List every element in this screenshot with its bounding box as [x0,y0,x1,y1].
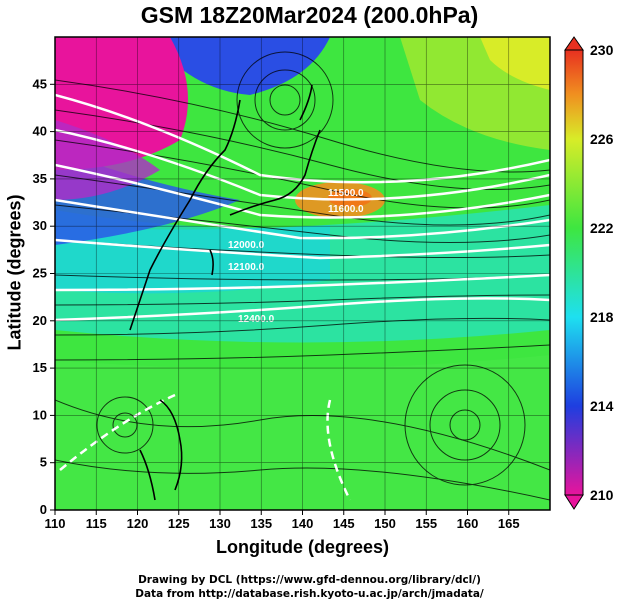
y-tick-label: 30 [33,218,47,233]
contour-label: 11500.0 [328,188,364,199]
y-axis-ticks: 0 5 10 15 20 25 30 35 40 45 [33,76,55,517]
x-tick-label: 165 [498,516,520,531]
x-tick-label: 130 [209,516,231,531]
x-tick-label: 115 [86,516,107,531]
x-tick-label: 160 [457,516,479,531]
x-tick-label: 140 [292,516,314,531]
x-tick-label: 155 [415,516,437,531]
y-tick-label: 45 [33,76,47,91]
colorbar-label: 218 [590,309,614,325]
credit-data-source: Data from http://database.rish.kyoto-u.a… [135,588,484,600]
colorbar-top-arrow [564,36,584,51]
x-tick-label: 110 [45,516,66,531]
contour-label: 12000.0 [228,240,265,251]
y-axis-title: Latitude (degrees) [4,194,25,351]
colorbar-gradient [564,49,584,496]
contour-label: 11600.0 [328,204,364,215]
y-tick-label: 5 [40,455,47,470]
x-tick-label: 135 [250,516,272,531]
contour-labels: 11500.0 11600.0 12000.0 12100.0 12400.0 [228,188,364,325]
x-axis-ticks: 110 115 120 125 130 135 140 145 150 155 160 165 [45,510,520,531]
y-tick-label: 25 [33,266,47,281]
y-tick-label: 0 [40,502,47,517]
y-tick-label: 10 [33,407,47,422]
colorbar-label: 214 [590,398,614,414]
colorbar-label: 210 [590,487,614,503]
colorbar-label: 222 [590,220,614,236]
colorbar: 230 226 222 218 214 210 [564,36,614,510]
y-tick-label: 20 [33,313,47,328]
y-tick-label: 35 [33,171,47,186]
colorbar-bottom-arrow [564,494,584,510]
y-tick-label: 15 [33,360,47,375]
y-tick-label: 40 [33,124,47,139]
x-tick-label: 125 [168,516,190,531]
x-axis-title: Longitude (degrees) [215,537,389,557]
credit-drawing: Drawing by DCL (https://www.gfd-dennou.o… [138,574,481,586]
geopotential-contours [55,93,550,501]
x-tick-label: 120 [127,516,149,531]
x-tick-label: 145 [333,516,355,531]
contour-label: 12100.0 [228,262,265,273]
contour-label: 12400.0 [238,314,275,325]
coastlines [129,84,321,501]
colorbar-label: 230 [590,42,614,58]
chart-title: GSM 18Z20Mar2024 (200.0hPa) [140,2,479,28]
x-tick-label: 150 [374,516,396,531]
colorbar-label: 226 [590,131,614,147]
